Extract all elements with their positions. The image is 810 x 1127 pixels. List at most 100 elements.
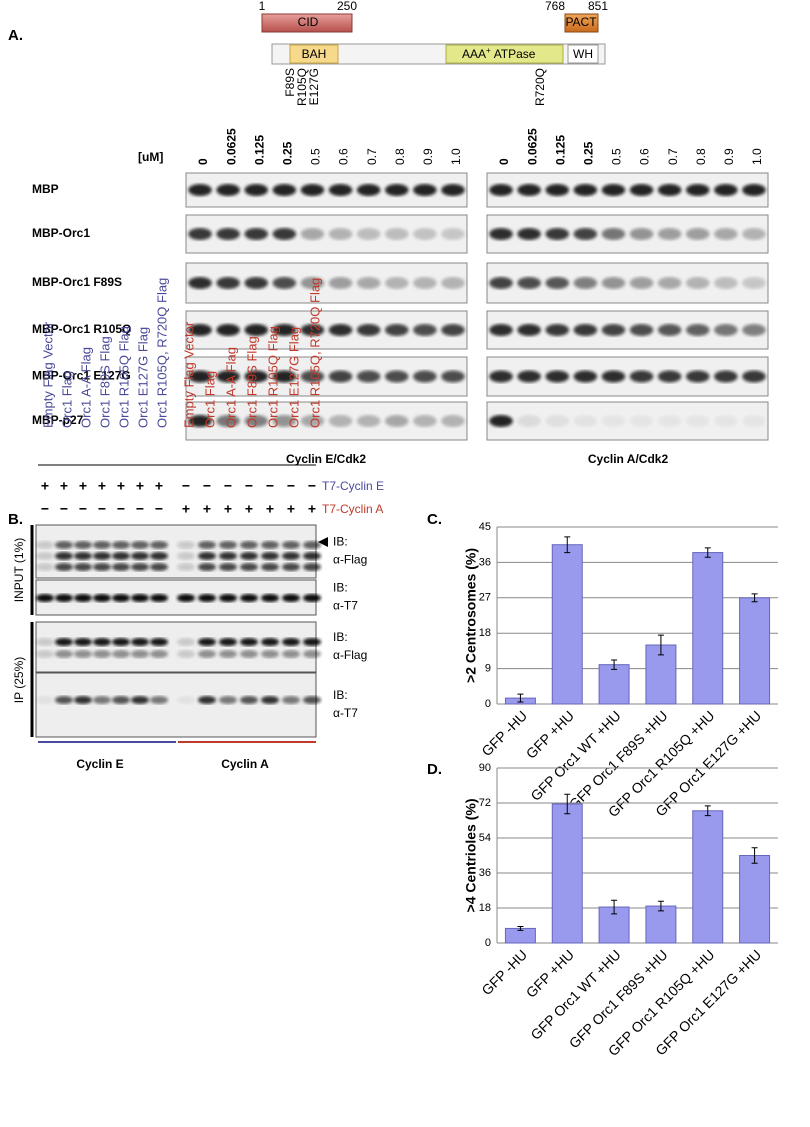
- lane-label: Orc1 E127G Flag: [286, 327, 301, 428]
- blot-band: [150, 650, 168, 658]
- gel-band: [489, 228, 513, 240]
- blot-band: [240, 638, 258, 646]
- blot-band: [55, 541, 73, 549]
- concentration-label: 0.125: [553, 135, 567, 165]
- gel-band: [300, 415, 325, 427]
- lane-label: Orc1 R105Q Flag: [265, 326, 280, 428]
- blot-band: [36, 552, 54, 560]
- gel-band: [685, 228, 710, 240]
- lane-label: Orc1 A-A Flag: [223, 347, 238, 428]
- gel-band: [244, 277, 269, 289]
- bar: [645, 905, 677, 944]
- x-tick-label: GFP Orc1 WT +HU: [527, 946, 623, 1042]
- blot-band: [131, 552, 149, 560]
- sign: +: [41, 478, 49, 494]
- blot-band: [198, 638, 216, 646]
- antibody-label: α-T7: [333, 599, 358, 613]
- gel-band: [441, 228, 465, 240]
- gel-band: [441, 324, 465, 336]
- x-tick-label: GFP Orc1 WT +HU: [527, 707, 623, 803]
- sign: −: [41, 501, 49, 517]
- concentration-label: 0.6: [638, 148, 652, 165]
- bar: [645, 644, 677, 705]
- sign: −: [79, 501, 87, 517]
- blot-band: [177, 541, 195, 549]
- error-bar: [517, 693, 524, 703]
- gel-band: [300, 228, 325, 240]
- gel-band: [272, 184, 297, 196]
- antibody-label: α-Flag: [333, 648, 367, 662]
- blot-band: [261, 696, 279, 704]
- sign: −: [287, 478, 295, 494]
- bar: [551, 803, 583, 944]
- row-label: T7-Cyclin E: [322, 479, 384, 493]
- gel-band: [272, 324, 297, 336]
- sign: −: [308, 478, 316, 494]
- lane-label: Orc1 A-A Flag: [78, 347, 93, 428]
- blot-band: [240, 594, 258, 602]
- gel-band: [742, 184, 766, 196]
- blot-band: [36, 696, 54, 704]
- gel-band: [441, 184, 465, 196]
- blot-band: [112, 650, 130, 658]
- gel-band: [545, 324, 570, 336]
- gel-band: [413, 184, 437, 196]
- y-tick-label: 27: [479, 592, 491, 604]
- group-label: Cyclin A: [221, 757, 269, 771]
- gel-band: [685, 277, 710, 289]
- blot-band: [112, 563, 130, 571]
- blot-band: [93, 696, 111, 704]
- antibody-label: α-Flag: [333, 553, 367, 567]
- gel-band: [545, 370, 570, 383]
- blot-band: [36, 650, 54, 658]
- gel-band: [657, 324, 682, 336]
- gel-band: [356, 415, 381, 427]
- blot-band: [93, 650, 111, 658]
- blot-band: [303, 696, 321, 704]
- gel-band: [489, 324, 513, 336]
- blot-band: [112, 541, 130, 549]
- gel-band: [216, 370, 240, 383]
- gel-band: [573, 184, 598, 196]
- row-label: MBP-Orc1 F89S: [32, 275, 122, 289]
- blot-band: [55, 650, 73, 658]
- gel-band: [328, 370, 353, 383]
- gel-band: [714, 415, 738, 427]
- error-bar: [611, 659, 618, 670]
- error-bar: [751, 847, 758, 864]
- y-axis-label: >2 Centrosomes (%): [463, 548, 479, 683]
- blot-band: [219, 650, 237, 658]
- gel-band: [573, 415, 598, 427]
- gel-band: [244, 324, 269, 336]
- concentration-label: 0: [196, 158, 210, 165]
- error-bar: [564, 793, 571, 815]
- gel-band: [601, 277, 626, 289]
- blot: [35, 672, 317, 738]
- y-tick-label: 0: [485, 937, 491, 949]
- y-tick-label: 90: [479, 762, 491, 774]
- bah-domain: [289, 44, 339, 64]
- panel-label: C.: [427, 511, 442, 528]
- row-label: MBP-Orc1 R105Q: [32, 322, 131, 336]
- blot-band: [219, 541, 237, 549]
- blot-band: [112, 638, 130, 646]
- concentration-label: 0.8: [393, 148, 407, 165]
- blot-band: [303, 650, 321, 658]
- gel-band: [685, 184, 710, 196]
- error-bar: [704, 805, 711, 817]
- concentration-label: 0.125: [252, 135, 266, 165]
- sign: +: [203, 501, 211, 517]
- bar: [551, 544, 583, 705]
- gel-band: [356, 228, 381, 240]
- gel-band: [328, 184, 353, 196]
- blot-band: [261, 552, 279, 560]
- gel-band: [356, 184, 381, 196]
- gel-band: [356, 370, 381, 383]
- domain-label: WH: [573, 47, 593, 61]
- gel-band: [216, 277, 240, 289]
- gel-band: [742, 277, 766, 289]
- panel-label: D.: [427, 761, 442, 778]
- domain-label: +: [486, 46, 491, 55]
- concentration-label: 0.9: [722, 148, 736, 165]
- kinase-label: Cyclin E/Cdk2: [286, 452, 366, 466]
